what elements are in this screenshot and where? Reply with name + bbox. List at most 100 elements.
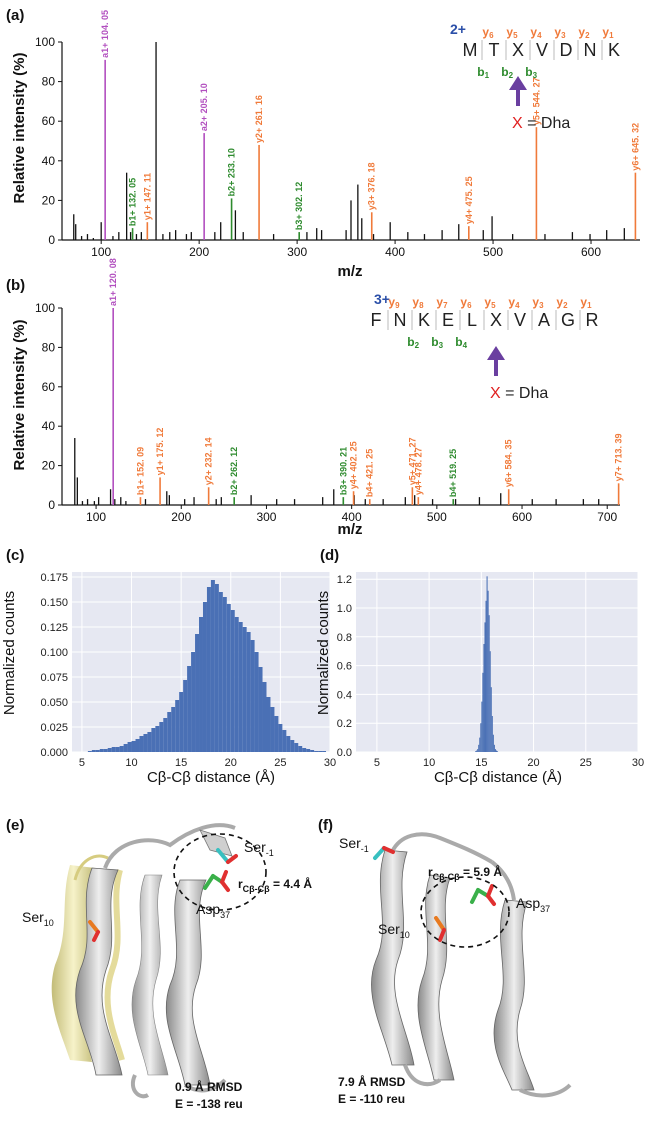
dha-legend: X = Dha: [512, 115, 570, 132]
peptide-a: 2+ M T X V D N Ky6 y5 y4 y3 y2 y1 b1 b2 b3 X = Dha: [450, 21, 620, 132]
y-ion-marker: y4: [508, 295, 520, 310]
x-tick-label: 5: [374, 757, 380, 769]
histogram-bar: [478, 744, 480, 752]
histogram-bar: [155, 726, 160, 752]
label-asp37-f: Asp37: [516, 895, 550, 914]
histogram-bar: [274, 716, 279, 752]
x-tick-label: 100: [91, 245, 111, 259]
histogram-bar: [99, 749, 104, 752]
histogram-bar: [266, 697, 271, 752]
histogram-bar: [139, 736, 144, 752]
residue-ser-1-sticks-e: [216, 848, 238, 864]
histogram-bar: [490, 687, 492, 752]
y-ion-marker: y9: [388, 295, 400, 310]
spectrum-a: Relative intensity (%) m/z 0 20 40 60 80 100 1…: [11, 10, 640, 280]
histogram-bar: [183, 680, 188, 752]
histogram-bar: [87, 751, 92, 752]
residue: R: [586, 310, 599, 330]
peak-label: b4+ 421. 25: [365, 449, 375, 497]
peak-label: b4+ 519. 25: [448, 449, 458, 497]
distance-circle-f: [420, 876, 510, 948]
histogram-bar: [206, 587, 211, 752]
peak-label: y3+ 376. 18: [367, 162, 377, 210]
histogram-bar: [195, 634, 200, 752]
histogram-bar: [222, 597, 227, 752]
histogram-bar: [238, 622, 243, 752]
charge-state: 2+: [450, 21, 466, 37]
y-tick-label: 80: [42, 75, 56, 89]
y-ion-marker: y4: [530, 25, 542, 40]
x-tick-label: 25: [274, 757, 286, 769]
y-tick-label: 40: [42, 154, 56, 168]
histogram-bar: [493, 744, 495, 752]
spectrum-a-peaks: [73, 42, 625, 240]
helix-bundle-e: [51, 823, 236, 1099]
histogram-c-xlabel: Cβ-Cβ distance (Å): [147, 769, 275, 786]
peak-label: y1+ 147. 11: [142, 173, 152, 220]
histogram-bar: [107, 748, 112, 752]
histogram-bar: [310, 750, 315, 752]
histogram-bar: [286, 736, 291, 752]
histogram-bar: [95, 750, 100, 752]
histogram-bar: [475, 751, 477, 752]
y-ion-marker: y2: [556, 295, 568, 310]
histogram-bar: [246, 632, 251, 752]
b-ion-marker: b3: [525, 65, 537, 80]
residue: E: [442, 310, 454, 330]
histogram-bar: [226, 604, 231, 752]
histogram-bar: [486, 576, 488, 752]
histogram-bar: [487, 590, 489, 752]
label-r-f: rCβ-Cβ = 5.9 Å: [428, 864, 502, 882]
peak-label: a2+ 205. 10: [199, 83, 209, 131]
histogram-bar: [483, 644, 485, 752]
dha-legend: X = Dha: [490, 385, 548, 402]
spectrum-b: Relative intensity (%) m/z 0 20 40 60 80 100 1…: [11, 258, 624, 538]
y-tick-label: 0.175: [40, 572, 68, 584]
histogram-bar: [318, 751, 323, 752]
histogram-bar: [91, 750, 96, 752]
b-ion-marker: b1: [477, 65, 489, 80]
histogram-bar: [485, 600, 487, 752]
peak-label: y6+ 645. 32: [630, 123, 640, 171]
peak-label: y6+ 584. 35: [504, 439, 514, 487]
energy-e: E = -138 reu: [175, 1097, 243, 1111]
x-tick-label: 10: [423, 757, 435, 769]
b-ion-marker: b4: [455, 335, 467, 350]
y-ion-marker: y3: [532, 295, 544, 310]
y-tick-label: 1.0: [337, 603, 352, 615]
x-tick-label: 500: [483, 245, 503, 259]
x-tick-label: 500: [427, 510, 447, 524]
histogram-bar: [306, 749, 311, 752]
residue: V: [514, 310, 526, 330]
histogram-bar: [167, 712, 172, 752]
spectrum-b-axes: 0 20 40 60 80 100 100 200 300 400 500 600 700: [35, 301, 620, 524]
rmsd-e: 0.9 Å RMSD: [175, 1079, 243, 1094]
y-tick-label: 0.8: [337, 632, 352, 644]
peak-label: y7+ 713. 39: [614, 434, 624, 482]
label-ser-1-f: Ser-1: [339, 835, 369, 854]
histogram-d-bars: [475, 576, 499, 752]
y-tick-label: 0.100: [40, 647, 68, 659]
residue: F: [371, 310, 382, 330]
residue: D: [560, 40, 573, 60]
residue-ser10-sticks-f: [434, 916, 446, 942]
x-tick-label: 20: [527, 757, 539, 769]
spectrum-a-labeled-peaks: a1+ 104. 05 a2+ 205. 10 b1+ 132. 05 b2+ 233…: [100, 10, 640, 240]
y-tick-label: 0.025: [40, 722, 68, 734]
histogram-bar: [171, 707, 176, 752]
residue: M: [463, 40, 478, 60]
histogram-bar: [290, 740, 295, 752]
histogram-bar: [495, 750, 497, 752]
x-tick-label: 400: [342, 510, 362, 524]
peak-label: a1+ 104. 05: [100, 10, 110, 58]
histogram-d-xlabel: Cβ-Cβ distance (Å): [434, 769, 562, 786]
histogram-bar: [480, 723, 482, 752]
x-tick-label: 20: [225, 757, 237, 769]
label-r-e: rCβ-Cβ = 4.4 Å: [238, 876, 312, 894]
y-ion-marker: y8: [412, 295, 424, 310]
peak-label: y5+ 471. 27: [407, 437, 417, 485]
histogram-bar: [147, 732, 152, 752]
residue: L: [467, 310, 477, 330]
histogram-bar: [123, 744, 128, 752]
